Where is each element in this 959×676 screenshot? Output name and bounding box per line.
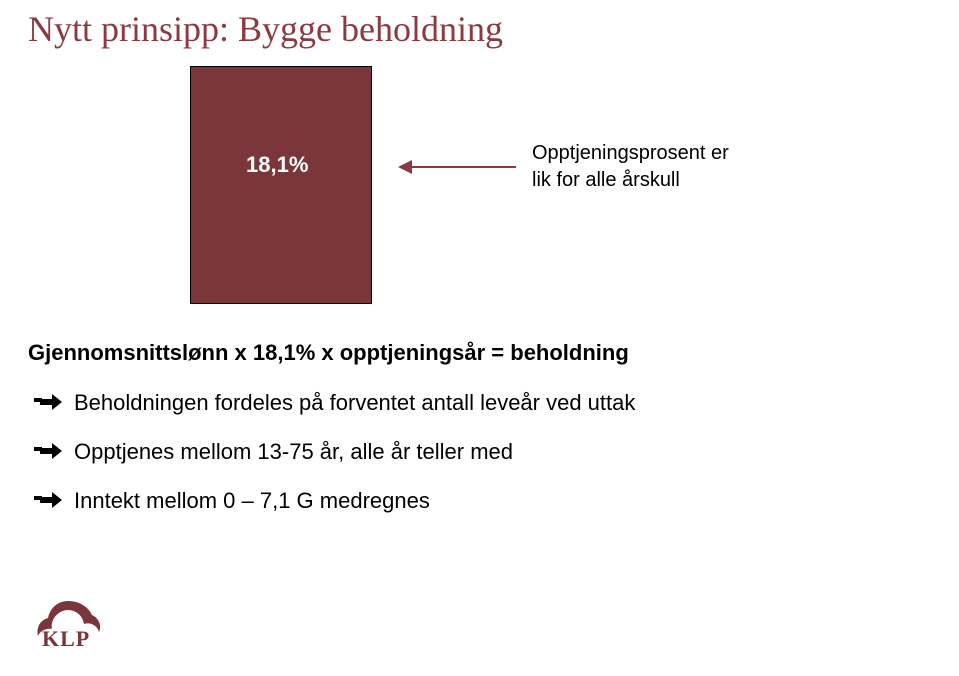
arrow-bullet-icon — [40, 443, 62, 459]
svg-text:KLP: KLP — [42, 626, 90, 648]
bar-percent-label: 18,1% — [246, 152, 308, 178]
bullet-list: Beholdningen fordeles på forventet antal… — [40, 388, 635, 534]
arrow-bullet-icon — [40, 492, 62, 508]
list-item: Inntekt mellom 0 – 7,1 G medregnes — [40, 486, 635, 517]
bullet-text: Inntekt mellom 0 – 7,1 G medregnes — [74, 488, 430, 513]
bullet-text: Beholdningen fordeles på forventet antal… — [74, 390, 635, 415]
data-bar — [190, 66, 372, 304]
slide-title: Nytt prinsipp: Bygge beholdning — [28, 8, 503, 50]
list-item: Beholdningen fordeles på forventet antal… — [40, 388, 635, 419]
bullet-text: Opptjenes mellom 13-75 år, alle år telle… — [74, 439, 513, 464]
equation-text: Gjennomsnittslønn x 18,1% x opptjeningså… — [28, 340, 629, 366]
left-arrow — [398, 156, 516, 178]
list-item: Opptjenes mellom 13-75 år, alle år telle… — [40, 437, 635, 468]
caption-line1: Opptjeningsprosent er — [532, 142, 729, 164]
arrow-caption: Opptjeningsprosent er lik for alle årsku… — [532, 140, 729, 194]
arrow-bullet-icon — [40, 394, 62, 410]
klp-logo: KLP — [28, 598, 108, 648]
caption-line2: lik for alle årskull — [532, 169, 680, 191]
